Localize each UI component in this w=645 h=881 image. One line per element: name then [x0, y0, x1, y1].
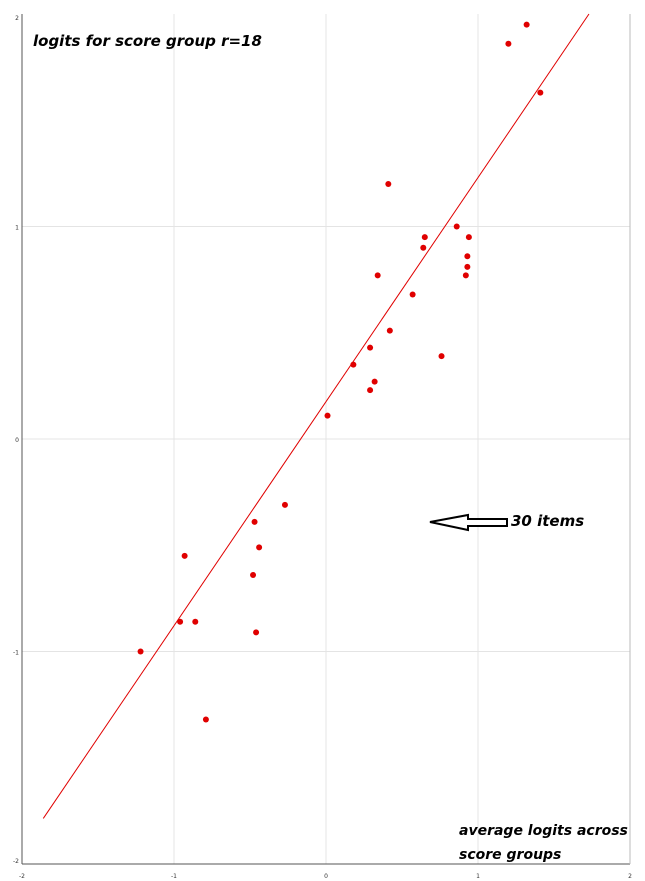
annotation-30-items: 30 items [429, 512, 584, 532]
x-axis-label-line-2: score groups [459, 847, 561, 863]
data-point [253, 629, 260, 636]
data-point [505, 40, 512, 47]
data-point [386, 327, 393, 334]
y-tick-label: -2 [13, 858, 19, 865]
data-point [438, 353, 445, 360]
data-point [350, 361, 357, 368]
x-tick-label: 1 [476, 873, 480, 880]
chart-title: logits for score group r=18 [33, 32, 262, 50]
identity-line [42, 13, 590, 819]
data-point [409, 291, 416, 298]
axes [21, 14, 631, 865]
y-tick-label: -1 [13, 650, 19, 657]
data-point [192, 618, 199, 625]
data-point [385, 181, 392, 187]
data-point [465, 234, 472, 241]
data-point [420, 244, 427, 251]
x-tick-label: -1 [171, 873, 177, 880]
data-point [523, 21, 530, 28]
data-point [464, 263, 471, 270]
data-point [371, 378, 378, 385]
data-point [464, 253, 471, 260]
data-point [256, 544, 263, 551]
data-point [250, 572, 257, 578]
x-tick-label: -2 [19, 873, 25, 880]
data-point [251, 518, 258, 525]
data-point [202, 716, 209, 723]
data-point [367, 387, 374, 394]
annotation-label: 30 items [511, 512, 584, 530]
grid [22, 14, 630, 864]
data-point [374, 272, 381, 279]
tick-labels: -2 -1 0 1 2 2 1 0 -1 -2 [13, 15, 632, 880]
data-point [137, 648, 144, 655]
y-tick-label: 2 [15, 15, 19, 22]
x-axis-label-line-1: average logits across [459, 823, 628, 839]
y-tick-label: 0 [15, 437, 19, 444]
data-point [421, 234, 428, 241]
data-point [537, 89, 544, 96]
data-point [324, 412, 331, 419]
data-point [281, 501, 288, 508]
data-point [462, 272, 469, 279]
data-point [181, 552, 188, 559]
x-tick-label: 0 [324, 873, 328, 880]
x-tick-label: 2 [628, 873, 632, 880]
data-point [367, 344, 374, 351]
data-points [137, 21, 544, 723]
left-arrow-icon [429, 513, 508, 532]
y-tick-label: 1 [15, 225, 19, 232]
data-point [177, 618, 184, 625]
data-point [453, 223, 460, 230]
